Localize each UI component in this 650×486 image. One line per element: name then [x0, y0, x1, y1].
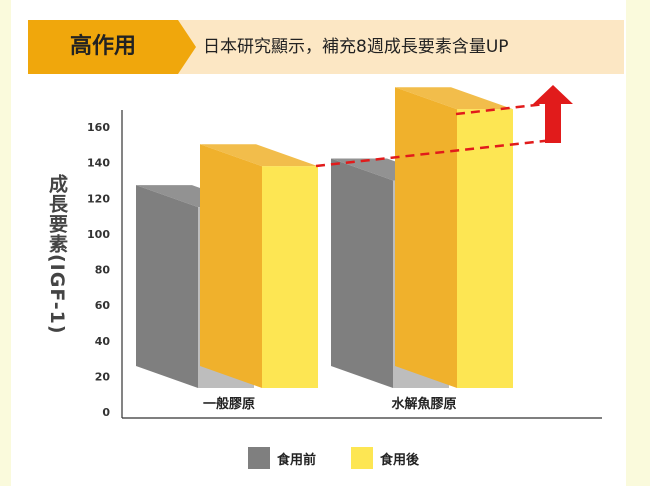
increase-arrow	[533, 85, 573, 143]
trend-line-lower	[315, 138, 554, 168]
legend-item-before: 食用前	[248, 447, 316, 469]
y-tick-label: 80	[95, 264, 111, 277]
legend-label-before: 食用前	[277, 452, 317, 468]
legend-item-after: 食用後	[351, 447, 419, 469]
y-tick-label: 120	[87, 192, 110, 205]
y-axis-label: 成長要素(IGF-1)	[46, 174, 68, 335]
bar-side	[395, 87, 457, 388]
header-badge: 高作用	[28, 20, 196, 74]
x-category-label: 水解魚膠原	[391, 396, 456, 412]
y-tick-label: 160	[87, 121, 110, 134]
y-tick-label: 0	[102, 406, 110, 419]
y-tick-label: 20	[95, 370, 111, 383]
y-tick-label: 40	[95, 335, 111, 348]
header-badge-label: 高作用	[69, 34, 136, 59]
y-tick-label: 140	[87, 157, 110, 170]
y-tick-label: 60	[95, 299, 111, 312]
chart-panel	[11, 0, 626, 486]
bar-top	[395, 87, 513, 110]
x-category-label: 一般膠原	[203, 396, 255, 412]
header-text: 日本研究顯示，補充8週成長要素含量UP	[203, 37, 509, 57]
bar-side	[200, 144, 262, 388]
bar	[262, 166, 318, 388]
legend: 食用前 食用後	[0, 447, 650, 473]
bar-side	[331, 158, 393, 388]
bar-side	[136, 185, 198, 388]
legend-swatch-before	[248, 447, 270, 469]
y-tick-label: 100	[87, 228, 110, 241]
bar-top	[200, 144, 318, 167]
legend-label-after: 食用後	[380, 452, 420, 468]
legend-swatch-after	[351, 447, 373, 469]
bar	[457, 109, 513, 388]
